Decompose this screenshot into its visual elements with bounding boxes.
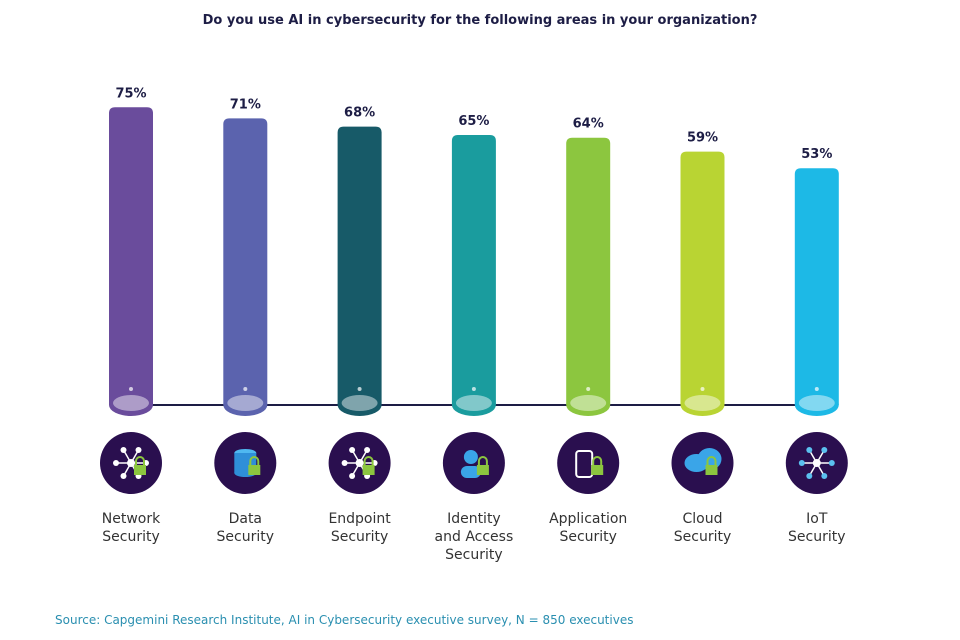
bar-group: 68% bbox=[337, 106, 382, 416]
bar bbox=[223, 118, 268, 405]
bar-base bbox=[223, 394, 268, 416]
bar bbox=[451, 134, 496, 405]
data-label: 65% bbox=[458, 114, 489, 129]
category-label: Identity and Access Security bbox=[434, 511, 514, 563]
bar-group: 71% bbox=[223, 97, 268, 416]
bar-base bbox=[794, 394, 839, 416]
data-label: 75% bbox=[115, 86, 146, 101]
bar-group: 65% bbox=[451, 114, 496, 416]
cloud-lock-icon bbox=[671, 432, 734, 494]
bar-base-highlight bbox=[684, 395, 721, 411]
application-mobile-lock-icon bbox=[557, 432, 620, 494]
bar-base bbox=[451, 394, 496, 416]
data-label: 68% bbox=[344, 106, 375, 121]
chart-title: Do you use AI in cybersecurity for the f… bbox=[202, 13, 758, 28]
bar-base bbox=[109, 394, 153, 416]
category-label: Data Security bbox=[216, 511, 275, 545]
bar-base-highlight bbox=[113, 395, 149, 411]
identity-user-icon bbox=[442, 432, 505, 494]
bar-dot bbox=[814, 387, 819, 391]
category-label: Endpoint Security bbox=[328, 511, 391, 545]
bar-group: 75% bbox=[109, 86, 153, 416]
bar-base bbox=[680, 394, 725, 416]
bar bbox=[566, 137, 611, 405]
data-label: 53% bbox=[801, 147, 832, 162]
bar-group: 59% bbox=[680, 131, 725, 416]
bar-dot bbox=[586, 387, 591, 391]
bar-dot bbox=[243, 387, 248, 391]
network-lock-icon bbox=[100, 432, 162, 494]
database-lock-icon bbox=[214, 432, 277, 494]
bar-base-highlight bbox=[798, 395, 835, 411]
bar-dot bbox=[357, 387, 362, 391]
bar-dot bbox=[129, 387, 133, 391]
bar-group: 64% bbox=[566, 117, 611, 416]
bar-base-highlight bbox=[227, 395, 264, 411]
bar-base-highlight bbox=[455, 395, 492, 411]
bar bbox=[337, 126, 382, 405]
data-label: 59% bbox=[687, 131, 718, 146]
bar bbox=[680, 151, 725, 405]
bar bbox=[109, 107, 153, 405]
bar-dot bbox=[700, 387, 705, 391]
category-label: Application Security bbox=[549, 511, 628, 545]
category-label: Cloud Security bbox=[673, 511, 732, 545]
bar-base-highlight bbox=[570, 395, 607, 411]
bar-base bbox=[337, 394, 382, 416]
bar-group: 53% bbox=[794, 147, 839, 416]
bar-base-highlight bbox=[341, 395, 378, 411]
data-label: 71% bbox=[230, 97, 261, 112]
data-label: 64% bbox=[573, 117, 604, 132]
category-label: IoT Security bbox=[788, 511, 846, 545]
bar-dot bbox=[471, 387, 476, 391]
bar bbox=[794, 168, 839, 405]
bar-base bbox=[566, 394, 611, 416]
source-note: Source: Capgemini Research Institute, AI… bbox=[55, 613, 634, 627]
iot-hub-icon bbox=[785, 432, 848, 494]
category-label: Network Security bbox=[101, 511, 161, 545]
endpoint-network-icon bbox=[328, 432, 391, 494]
